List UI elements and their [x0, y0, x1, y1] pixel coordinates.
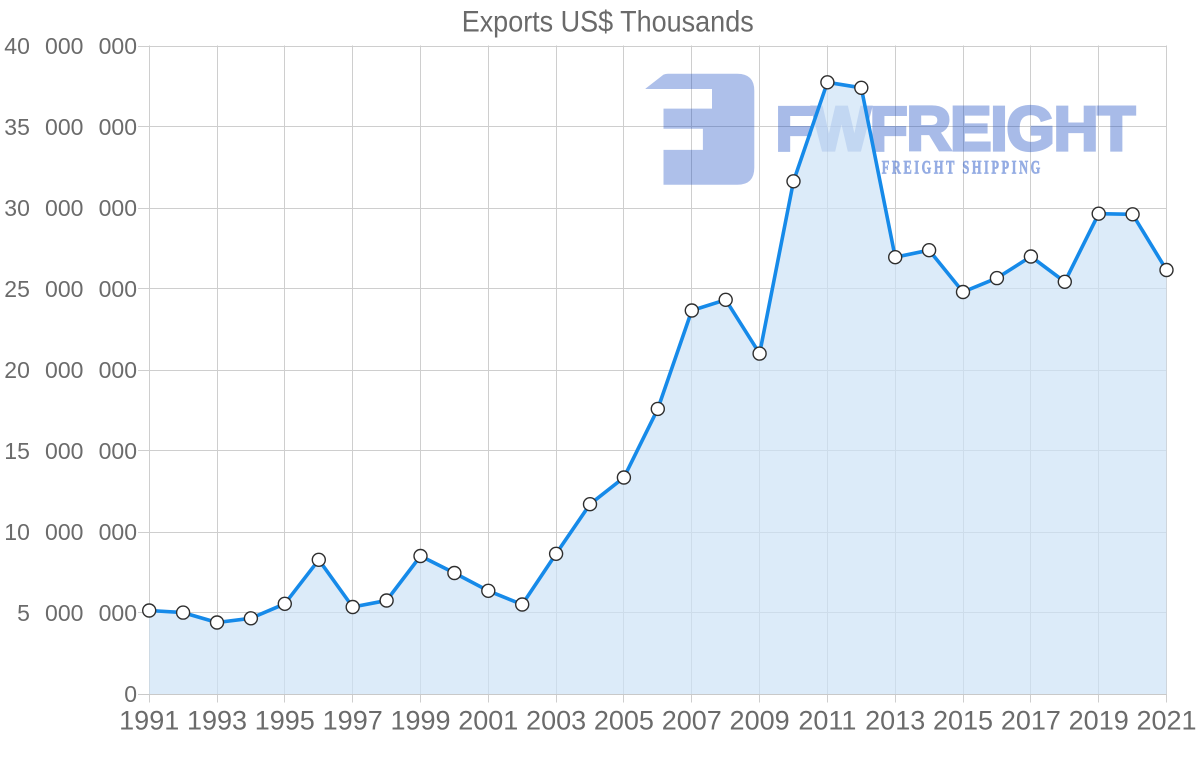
svg-text:1993: 1993	[187, 706, 247, 736]
svg-text:2021: 2021	[1136, 706, 1196, 736]
svg-text:40 000 000: 40 000 000	[4, 33, 137, 59]
svg-text:2013: 2013	[865, 706, 925, 736]
svg-text:2019: 2019	[1069, 706, 1129, 736]
svg-text:2001: 2001	[458, 706, 518, 736]
svg-text:1997: 1997	[323, 706, 383, 736]
svg-text:1999: 1999	[390, 706, 450, 736]
svg-text:Exports US$ Thousands: Exports US$ Thousands	[462, 6, 754, 39]
svg-text:30 000 000: 30 000 000	[4, 195, 137, 221]
svg-text:2005: 2005	[594, 706, 654, 736]
svg-text:10 000 000: 10 000 000	[4, 519, 137, 545]
svg-text:2011: 2011	[798, 706, 856, 736]
svg-text:2015: 2015	[933, 706, 993, 736]
svg-text:15 000 000: 15 000 000	[4, 438, 137, 464]
svg-text:2007: 2007	[662, 706, 722, 736]
svg-text:35 000 000: 35 000 000	[4, 114, 137, 140]
svg-text:2003: 2003	[526, 706, 586, 736]
svg-text:1991: 1991	[119, 706, 179, 736]
svg-text:FREIGHT SHIPPING: FREIGHT SHIPPING	[882, 158, 1043, 179]
svg-text:20 000 000: 20 000 000	[4, 357, 137, 383]
svg-text:1995: 1995	[255, 706, 315, 736]
svg-text:5 000 000: 5 000 000	[17, 600, 137, 626]
svg-text:0: 0	[124, 681, 137, 707]
svg-text:2017: 2017	[1001, 706, 1061, 736]
svg-text:25 000 000: 25 000 000	[4, 276, 137, 302]
svg-text:2009: 2009	[730, 706, 790, 736]
